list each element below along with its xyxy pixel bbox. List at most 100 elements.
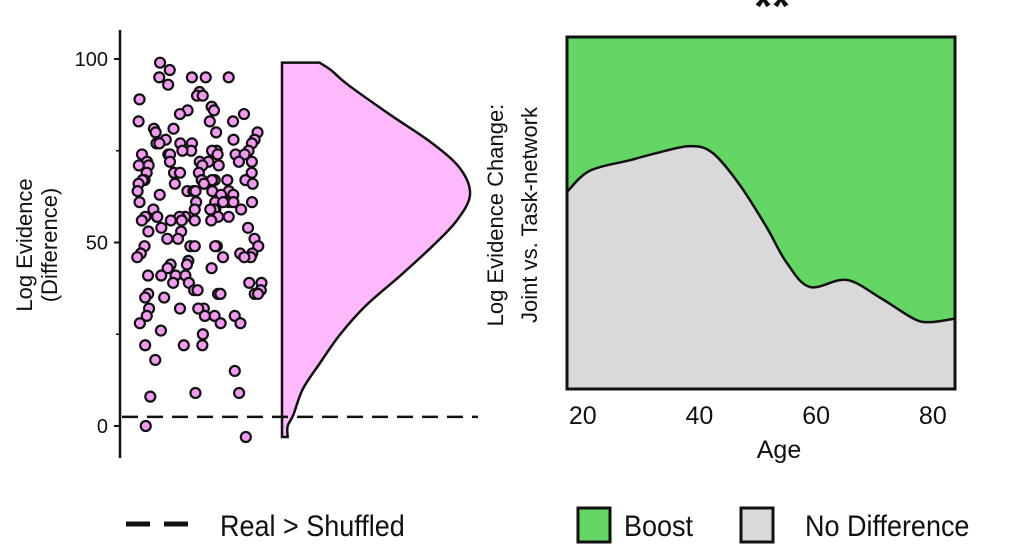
data-point	[175, 214, 188, 227]
legend-boost-label: Boost	[624, 510, 693, 544]
data-point	[214, 317, 227, 330]
data-point	[173, 107, 187, 121]
data-point	[198, 309, 211, 322]
data-point	[197, 177, 211, 190]
data-point	[191, 284, 204, 297]
data-point	[139, 339, 152, 352]
data-point	[142, 225, 155, 238]
data-point	[214, 287, 227, 300]
data-point	[161, 262, 174, 275]
data-point	[161, 232, 174, 245]
data-point	[239, 430, 252, 444]
data-point	[241, 221, 255, 234]
data-point	[153, 56, 167, 69]
data-point	[210, 126, 223, 139]
x-tick-label: 20	[569, 402, 597, 430]
data-point	[233, 386, 246, 400]
data-point	[207, 104, 221, 117]
data-point	[238, 251, 251, 264]
data-point	[185, 71, 198, 84]
data-point	[158, 291, 171, 304]
data-point	[167, 276, 180, 289]
data-point	[245, 155, 258, 168]
data-point	[246, 177, 259, 190]
half-violin	[280, 61, 472, 439]
data-point	[212, 159, 225, 172]
data-point	[196, 89, 209, 102]
data-point	[188, 203, 201, 216]
data-point	[209, 240, 222, 253]
data-point	[144, 390, 157, 403]
data-point	[163, 63, 176, 77]
significance-stars: **	[754, 0, 790, 32]
y-tick-label: 50	[86, 233, 108, 255]
data-point	[180, 258, 194, 271]
data-point	[155, 221, 168, 234]
left-ylabel-line1: Log Evidence	[12, 178, 37, 311]
data-point	[135, 214, 148, 227]
data-point	[222, 71, 235, 84]
data-point	[227, 196, 240, 209]
data-point	[132, 115, 145, 128]
plot-frame	[565, 35, 957, 391]
data-point	[139, 419, 152, 433]
left-panel: Log Evidence (Difference) 0 50 100	[12, 30, 478, 458]
data-point	[234, 317, 247, 330]
y-tick-label: 0	[97, 416, 108, 438]
data-point	[173, 166, 187, 179]
data-point	[154, 324, 168, 337]
y-tick-label: 100	[75, 49, 108, 71]
data-point	[168, 177, 181, 190]
data-point	[211, 148, 224, 161]
no-difference-area	[565, 144, 957, 391]
data-point	[226, 115, 240, 128]
data-point	[153, 71, 166, 84]
data-point	[205, 214, 218, 227]
data-point	[164, 214, 177, 227]
data-point	[227, 133, 240, 146]
data-point	[133, 196, 146, 209]
data-point	[228, 364, 241, 378]
data-point	[149, 126, 162, 139]
x-tick-label: 40	[686, 402, 714, 430]
legend: Real > Shuffled Boost No Difference	[126, 506, 969, 544]
data-point	[196, 339, 209, 352]
data-point	[189, 386, 202, 400]
data-point	[133, 93, 146, 106]
data-point	[131, 185, 144, 198]
data-point	[149, 353, 162, 367]
data-point	[133, 317, 146, 330]
data-point	[173, 302, 187, 315]
left-y-axis: 0 50 100	[75, 30, 122, 458]
data-point	[131, 251, 144, 264]
x-axis-label: Age	[757, 436, 801, 464]
data-point	[139, 291, 152, 304]
data-point	[171, 232, 185, 245]
data-point	[162, 78, 175, 91]
left-ylabel-line2: (Difference)	[37, 188, 62, 303]
data-point	[189, 185, 202, 198]
legend-no-difference-label: No Difference	[805, 510, 969, 544]
data-point	[188, 240, 201, 253]
legend-dashed-label: Real > Shuffled	[220, 510, 405, 544]
data-point	[163, 155, 177, 168]
scatter-points	[131, 56, 268, 444]
data-point	[167, 122, 180, 135]
data-point	[245, 196, 259, 209]
data-point	[140, 309, 153, 322]
data-point	[176, 144, 189, 157]
data-point	[151, 210, 164, 223]
data-point	[196, 328, 209, 341]
legend-boost-swatch	[576, 506, 612, 544]
right-ylabel-line1: Log Evidence Change:	[483, 104, 508, 327]
right-ylabel-line2: Joint vs. Task-network	[517, 106, 542, 323]
x-tick-labels: 20 40 60 80	[569, 402, 947, 430]
data-point	[141, 269, 155, 282]
data-point	[251, 287, 265, 300]
data-point	[243, 276, 256, 289]
data-point	[234, 203, 248, 216]
data-point	[188, 214, 201, 227]
x-tick-label: 80	[919, 402, 947, 430]
data-point	[221, 174, 234, 187]
